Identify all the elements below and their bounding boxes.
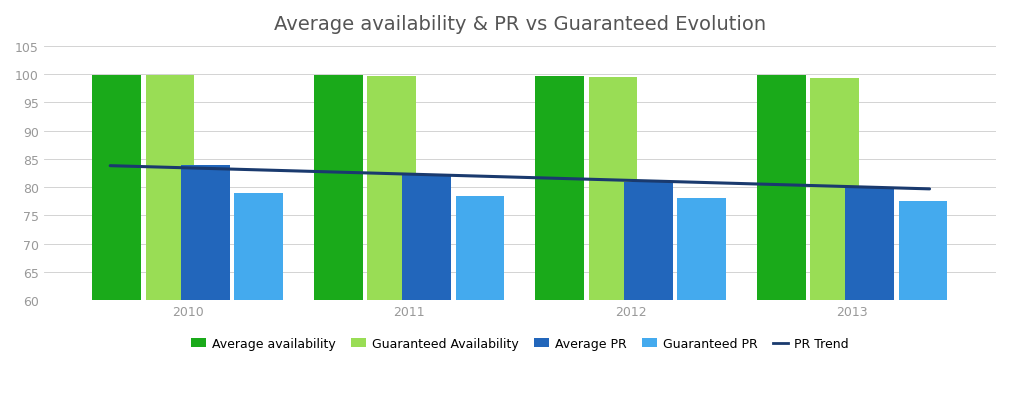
Bar [367, 76, 416, 301]
Bar [313, 75, 363, 301]
Bar [402, 175, 451, 301]
Bar [810, 79, 858, 301]
Bar [677, 199, 726, 301]
Bar [456, 196, 504, 301]
Bar [146, 76, 194, 301]
Bar [757, 75, 806, 301]
Title: Average availability & PR vs Guaranteed Evolution: Average availability & PR vs Guaranteed … [274, 15, 766, 34]
Bar [235, 193, 283, 301]
Bar [845, 188, 894, 301]
Bar [536, 76, 584, 301]
Bar [588, 78, 637, 301]
Bar [624, 182, 672, 301]
Bar [899, 202, 947, 301]
Legend: Average availability, Guaranteed Availability, Average PR, Guaranteed PR, PR Tre: Average availability, Guaranteed Availab… [186, 332, 854, 355]
Bar [181, 165, 229, 301]
Bar [92, 75, 142, 301]
